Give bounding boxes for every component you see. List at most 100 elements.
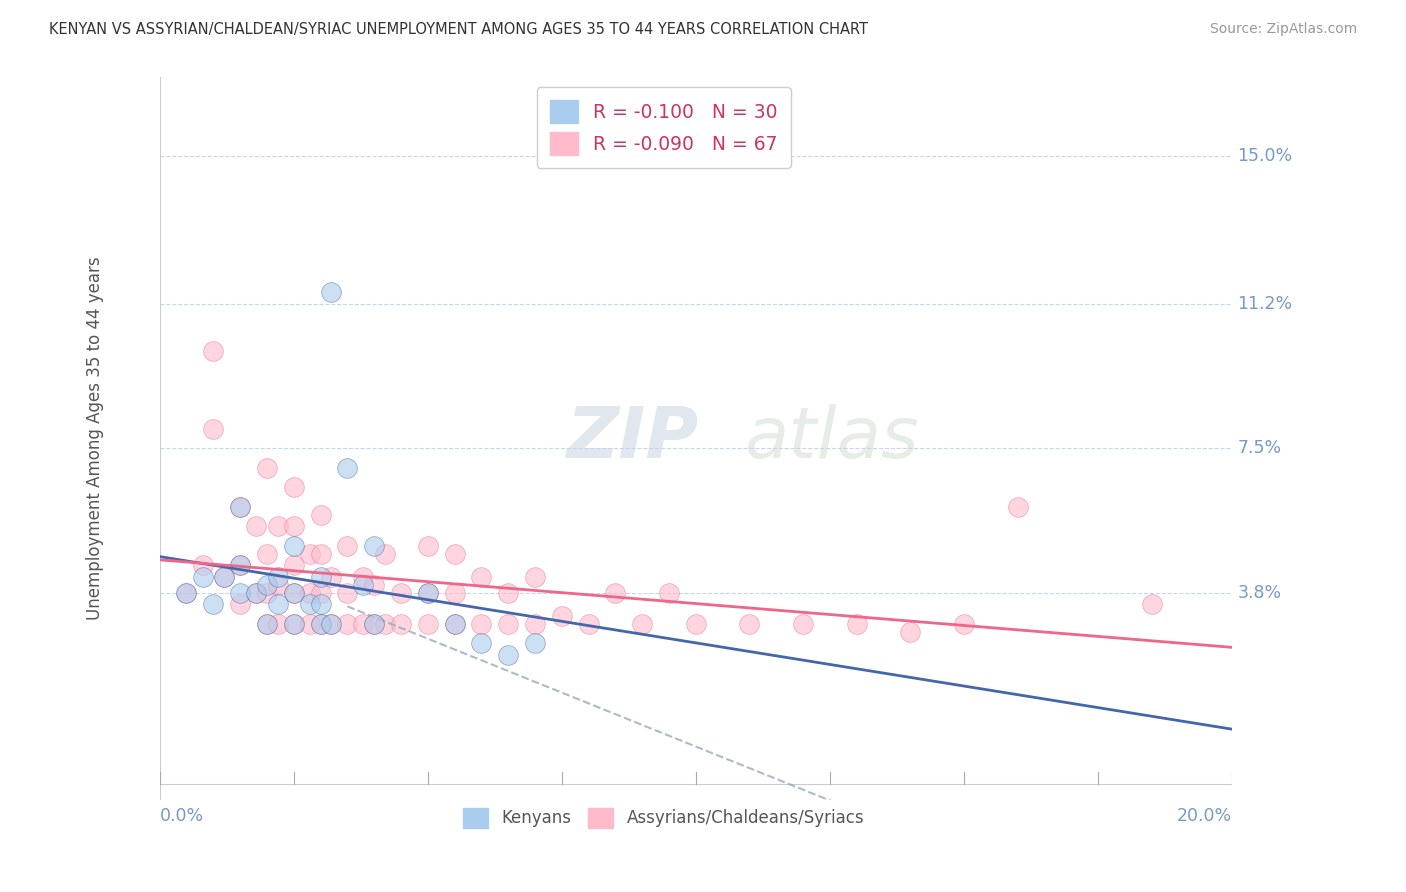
Text: Unemployment Among Ages 35 to 44 years: Unemployment Among Ages 35 to 44 years bbox=[86, 257, 104, 620]
Point bbox=[416, 616, 439, 631]
Point bbox=[953, 616, 976, 631]
Point bbox=[336, 616, 359, 631]
Text: Source: ZipAtlas.com: Source: ZipAtlas.com bbox=[1209, 22, 1357, 37]
Text: atlas: atlas bbox=[744, 404, 918, 473]
Point bbox=[363, 616, 385, 631]
Point bbox=[256, 616, 278, 631]
Point bbox=[416, 585, 439, 599]
Text: 0.0%: 0.0% bbox=[160, 807, 204, 825]
Point bbox=[266, 598, 288, 612]
Point bbox=[605, 585, 627, 599]
Point bbox=[298, 585, 321, 599]
Text: 15.0%: 15.0% bbox=[1237, 146, 1292, 164]
Point bbox=[336, 539, 359, 553]
Text: 3.8%: 3.8% bbox=[1237, 583, 1281, 602]
Point bbox=[416, 585, 439, 599]
Point bbox=[443, 585, 465, 599]
Point bbox=[283, 480, 305, 494]
Point bbox=[898, 624, 921, 639]
Point bbox=[266, 616, 288, 631]
Point bbox=[202, 343, 225, 358]
Point bbox=[309, 585, 332, 599]
Point bbox=[283, 585, 305, 599]
Point bbox=[792, 616, 814, 631]
Text: 11.2%: 11.2% bbox=[1237, 295, 1292, 313]
Point bbox=[363, 539, 385, 553]
Point bbox=[470, 570, 492, 584]
Point bbox=[685, 616, 707, 631]
Text: ZIP: ZIP bbox=[567, 404, 699, 473]
Point bbox=[524, 616, 547, 631]
Point bbox=[229, 558, 252, 573]
Point bbox=[176, 585, 198, 599]
Point bbox=[443, 547, 465, 561]
Point bbox=[321, 616, 343, 631]
Point bbox=[363, 616, 385, 631]
Point bbox=[1007, 500, 1029, 514]
Point bbox=[524, 570, 547, 584]
Point bbox=[374, 547, 396, 561]
Point bbox=[212, 570, 235, 584]
Point bbox=[443, 616, 465, 631]
Text: 20.0%: 20.0% bbox=[1177, 807, 1232, 825]
Point bbox=[229, 558, 252, 573]
Point bbox=[212, 570, 235, 584]
Point bbox=[389, 585, 412, 599]
Point bbox=[416, 539, 439, 553]
Point bbox=[229, 500, 252, 514]
Point bbox=[283, 585, 305, 599]
Point bbox=[256, 460, 278, 475]
Point bbox=[658, 585, 681, 599]
Point bbox=[229, 500, 252, 514]
Point bbox=[283, 616, 305, 631]
Point bbox=[336, 460, 359, 475]
Point bbox=[1140, 598, 1163, 612]
Point bbox=[845, 616, 868, 631]
Point bbox=[283, 558, 305, 573]
Point bbox=[309, 616, 332, 631]
Point bbox=[309, 598, 332, 612]
Point bbox=[352, 616, 374, 631]
Point bbox=[321, 616, 343, 631]
Point bbox=[496, 616, 519, 631]
Point bbox=[496, 585, 519, 599]
Point bbox=[309, 570, 332, 584]
Point bbox=[245, 585, 267, 599]
Point bbox=[283, 519, 305, 533]
Point bbox=[374, 616, 396, 631]
Point bbox=[298, 547, 321, 561]
Point bbox=[336, 585, 359, 599]
Point bbox=[191, 570, 214, 584]
Point bbox=[202, 422, 225, 436]
Point bbox=[298, 616, 321, 631]
Point bbox=[578, 616, 600, 631]
Text: 7.5%: 7.5% bbox=[1237, 439, 1281, 458]
Point bbox=[496, 648, 519, 662]
Point bbox=[321, 285, 343, 299]
Point bbox=[245, 519, 267, 533]
Point bbox=[176, 585, 198, 599]
Point bbox=[551, 609, 574, 624]
Point bbox=[443, 616, 465, 631]
Legend: Kenyans, Assyrians/Chaldeans/Syriacs: Kenyans, Assyrians/Chaldeans/Syriacs bbox=[457, 801, 870, 835]
Point bbox=[298, 598, 321, 612]
Point bbox=[266, 519, 288, 533]
Point bbox=[256, 547, 278, 561]
Text: KENYAN VS ASSYRIAN/CHALDEAN/SYRIAC UNEMPLOYMENT AMONG AGES 35 TO 44 YEARS CORREL: KENYAN VS ASSYRIAN/CHALDEAN/SYRIAC UNEMP… bbox=[49, 22, 869, 37]
Point bbox=[229, 598, 252, 612]
Point bbox=[309, 508, 332, 522]
Point bbox=[470, 616, 492, 631]
Point bbox=[309, 547, 332, 561]
Point bbox=[202, 598, 225, 612]
Point bbox=[266, 570, 288, 584]
Point bbox=[245, 585, 267, 599]
Point bbox=[256, 578, 278, 592]
Point bbox=[256, 585, 278, 599]
Point bbox=[283, 616, 305, 631]
Point bbox=[524, 636, 547, 650]
Point bbox=[352, 570, 374, 584]
Point bbox=[363, 578, 385, 592]
Point bbox=[266, 578, 288, 592]
Point bbox=[470, 636, 492, 650]
Point bbox=[631, 616, 654, 631]
